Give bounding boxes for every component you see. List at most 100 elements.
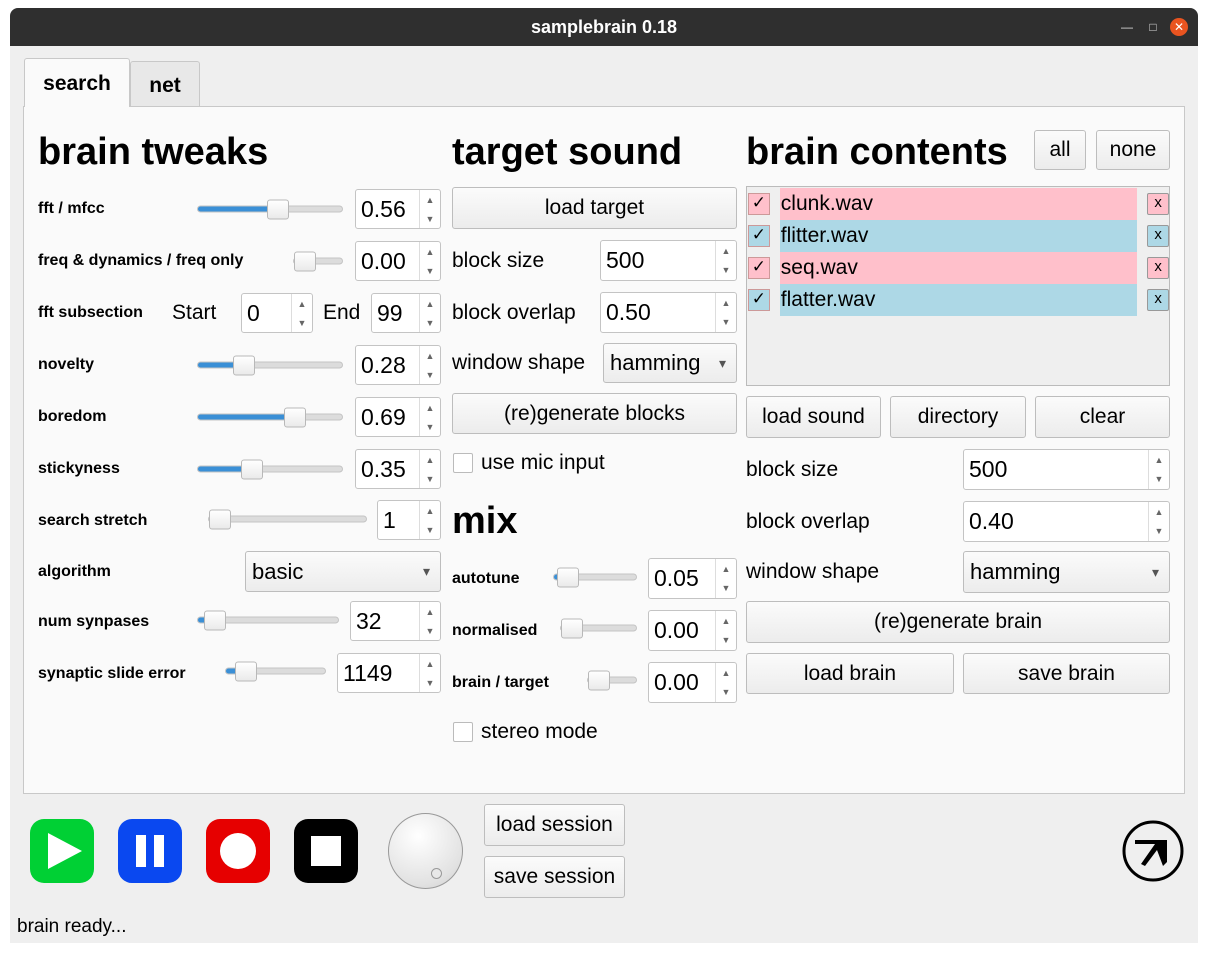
slider-handle[interactable]: [283, 407, 306, 427]
brain-block-overlap-spinbox[interactable]: 0.40 ▲ ▼: [963, 501, 1170, 542]
novelty-spinbox[interactable]: 0.28 ▲ ▼: [355, 345, 441, 385]
clear-button[interactable]: clear: [1035, 396, 1170, 438]
slider-handle[interactable]: [209, 509, 231, 529]
use-mic-checkbox[interactable]: [453, 453, 473, 473]
slider-handle[interactable]: [204, 610, 226, 630]
fft-mfcc-spinbox[interactable]: 0.56 ▲ ▼: [355, 189, 441, 229]
sample-enabled-checkbox[interactable]: ✓: [748, 225, 770, 247]
close-button[interactable]: ✕: [1170, 18, 1188, 36]
slider-handle[interactable]: [588, 670, 610, 690]
slide-error-slider[interactable]: [225, 661, 326, 681]
spin-arrows-icon[interactable]: ▲ ▼: [715, 293, 736, 332]
freq-dynamics-label: freq & dynamics / freq only: [38, 252, 244, 269]
brain-block-size-spinbox[interactable]: 500 ▲ ▼: [963, 449, 1170, 490]
load-brain-button[interactable]: load brain: [746, 653, 954, 694]
spin-arrows-icon[interactable]: ▲ ▼: [1148, 450, 1169, 489]
remove-sample-button[interactable]: x: [1147, 193, 1169, 215]
slider-handle[interactable]: [557, 567, 580, 587]
fft-mfcc-slider[interactable]: [197, 199, 343, 219]
spin-arrows-icon[interactable]: ▲ ▼: [419, 501, 440, 539]
remove-sample-button[interactable]: x: [1147, 257, 1169, 279]
sample-enabled-checkbox[interactable]: ✓: [748, 257, 770, 279]
boredom-slider[interactable]: [197, 407, 343, 427]
value: 32: [356, 607, 382, 634]
stickyness-spinbox[interactable]: 0.35 ▲ ▼: [355, 449, 441, 489]
tab-search[interactable]: search: [24, 58, 130, 107]
spin-arrows-icon[interactable]: ▲ ▼: [1148, 502, 1169, 541]
load-sound-button[interactable]: load sound: [746, 396, 881, 438]
num-synapses-slider[interactable]: [197, 610, 339, 630]
spin-arrows-icon[interactable]: ▲ ▼: [715, 663, 736, 702]
brain-target-slider[interactable]: [587, 670, 637, 690]
slider-handle[interactable]: [235, 661, 258, 681]
maximize-button[interactable]: □: [1149, 20, 1157, 34]
start-spinbox[interactable]: 0 ▲ ▼: [241, 293, 313, 333]
normalised-slider[interactable]: [560, 618, 637, 638]
regenerate-blocks-button[interactable]: (re)generate blocks: [452, 393, 737, 434]
spin-arrows-icon[interactable]: ▲ ▼: [419, 398, 440, 436]
autotune-spinbox[interactable]: 0.05 ▲ ▼: [648, 558, 737, 599]
normalised-spinbox[interactable]: 0.00 ▲ ▼: [648, 610, 737, 651]
spin-arrows-icon[interactable]: ▲ ▼: [419, 654, 440, 692]
load-target-button[interactable]: load target: [452, 187, 737, 229]
slider-handle[interactable]: [232, 355, 255, 375]
value: 0.40: [969, 508, 1014, 534]
save-session-button[interactable]: save session: [484, 856, 625, 898]
sample-enabled-checkbox[interactable]: ✓: [748, 193, 770, 215]
sample-enabled-checkbox[interactable]: ✓: [748, 289, 770, 311]
autotune-label: autotune: [452, 570, 520, 587]
record-button[interactable]: [206, 819, 270, 883]
slider-handle[interactable]: [561, 618, 583, 638]
spin-arrows-icon[interactable]: ▲ ▼: [419, 242, 440, 280]
select-all-button[interactable]: all: [1034, 130, 1086, 170]
spin-arrows-icon[interactable]: ▲ ▼: [291, 294, 312, 332]
target-block-overlap-spinbox[interactable]: 0.50 ▲ ▼: [600, 292, 737, 333]
save-brain-button[interactable]: save brain: [963, 653, 1170, 694]
slider-handle[interactable]: [294, 251, 316, 271]
spin-arrows-icon[interactable]: ▲ ▼: [419, 346, 440, 384]
spin-arrows-icon[interactable]: ▲ ▼: [419, 450, 440, 488]
brain-window-shape-dropdown[interactable]: hamming: [963, 551, 1170, 593]
spin-arrows-icon[interactable]: ▲ ▼: [419, 294, 440, 332]
stickyness-slider[interactable]: [197, 459, 343, 479]
pause-icon: [136, 835, 164, 867]
regenerate-brain-button[interactable]: (re)generate brain: [746, 601, 1170, 643]
play-icon: [48, 833, 82, 869]
search-stretch-slider[interactable]: [208, 509, 367, 529]
sample-name: flatter.wav: [779, 284, 1138, 316]
end-spinbox[interactable]: 99 ▲ ▼: [371, 293, 441, 333]
directory-button[interactable]: directory: [890, 396, 1026, 438]
target-block-size-spinbox[interactable]: 500 ▲ ▼: [600, 240, 737, 281]
pause-button[interactable]: [118, 819, 182, 883]
target-window-shape-dropdown[interactable]: hamming: [603, 343, 737, 383]
spin-arrows-icon[interactable]: ▲ ▼: [715, 611, 736, 650]
volume-knob[interactable]: [388, 813, 463, 889]
play-button[interactable]: [30, 819, 94, 883]
remove-sample-button[interactable]: x: [1147, 225, 1169, 247]
remove-sample-button[interactable]: x: [1147, 289, 1169, 311]
boredom-spinbox[interactable]: 0.69 ▲ ▼: [355, 397, 441, 437]
spin-arrows-icon[interactable]: ▲ ▼: [715, 241, 736, 280]
stop-button[interactable]: [294, 819, 358, 883]
spin-arrows-icon[interactable]: ▲ ▼: [419, 602, 440, 640]
search-stretch-spinbox[interactable]: 1 ▲ ▼: [377, 500, 441, 540]
minimize-button[interactable]: —: [1121, 20, 1133, 34]
load-session-button[interactable]: load session: [484, 804, 625, 846]
brain-target-spinbox[interactable]: 0.00 ▲ ▼: [648, 662, 737, 703]
slide-error-spinbox[interactable]: 1149 ▲ ▼: [337, 653, 441, 693]
algorithm-dropdown[interactable]: basic: [245, 551, 441, 592]
spin-arrows-icon[interactable]: ▲ ▼: [419, 190, 440, 228]
block-overlap-label: block overlap: [452, 301, 576, 324]
freq-dynamics-spinbox[interactable]: 0.00 ▲ ▼: [355, 241, 441, 281]
freq-dynamics-slider[interactable]: [293, 251, 343, 271]
spin-arrows-icon[interactable]: ▲ ▼: [715, 559, 736, 598]
stereo-mode-checkbox[interactable]: [453, 722, 473, 742]
autotune-slider[interactable]: [553, 567, 637, 587]
value: 0.50: [606, 299, 651, 325]
select-none-button[interactable]: none: [1096, 130, 1170, 170]
num-synapses-spinbox[interactable]: 32 ▲ ▼: [350, 601, 441, 641]
slider-handle[interactable]: [267, 199, 290, 219]
tab-net[interactable]: net: [130, 61, 200, 106]
novelty-slider[interactable]: [197, 355, 343, 375]
slider-handle[interactable]: [241, 459, 264, 479]
